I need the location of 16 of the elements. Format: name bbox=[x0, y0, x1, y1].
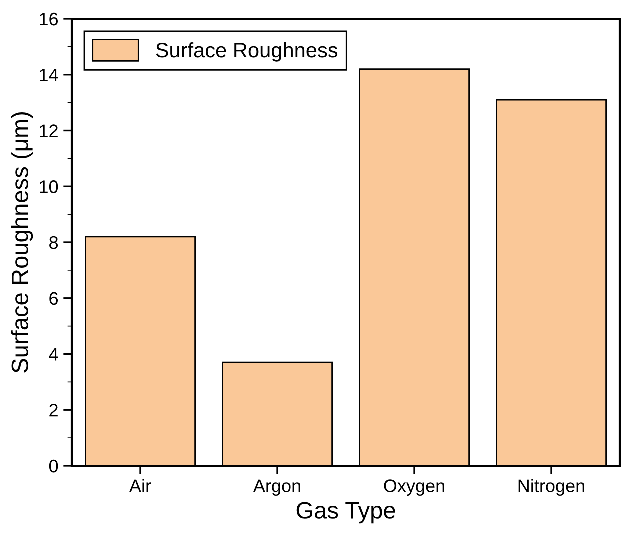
x-axis-title: Gas Type bbox=[296, 502, 396, 524]
y-tick-label: 16 bbox=[40, 12, 58, 26]
y-axis-title: Surface Roughness (μm) bbox=[11, 112, 34, 373]
y-tick-label: 2 bbox=[50, 404, 58, 417]
y-tick-label: 14 bbox=[40, 68, 58, 82]
legend-label: Surface Roughness bbox=[156, 42, 338, 62]
y-tick-label: 4 bbox=[49, 348, 58, 361]
x-tick-label: Nitrogen bbox=[518, 479, 584, 496]
y-tick-label: 6 bbox=[50, 292, 58, 306]
x-tick-label: Oxygen bbox=[384, 480, 444, 496]
x-tick-label: Argon bbox=[253, 480, 300, 496]
y-tick-label: 8 bbox=[50, 236, 58, 250]
x-tick-label: Air bbox=[130, 479, 152, 492]
y-tick-label: 12 bbox=[40, 124, 58, 138]
y-tick-label: 10 bbox=[40, 180, 58, 194]
y-tick-label: 0 bbox=[49, 460, 58, 473]
